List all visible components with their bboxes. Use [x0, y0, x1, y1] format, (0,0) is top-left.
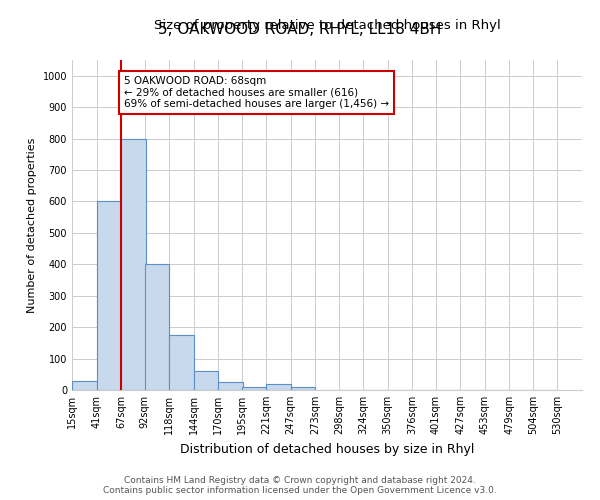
Bar	[121, 138, 146, 390]
Bar	[194, 371, 218, 390]
Bar	[169, 335, 194, 390]
Bar	[72, 380, 97, 390]
Text: Contains HM Land Registry data © Crown copyright and database right 2024.
Contai: Contains HM Land Registry data © Crown c…	[103, 476, 497, 495]
Bar	[218, 382, 242, 390]
Y-axis label: Number of detached properties: Number of detached properties	[27, 138, 37, 312]
Text: 5 OAKWOOD ROAD: 68sqm
← 29% of detached houses are smaller (616)
69% of semi-det: 5 OAKWOOD ROAD: 68sqm ← 29% of detached …	[124, 76, 389, 109]
Title: Size of property relative to detached houses in Rhyl: Size of property relative to detached ho…	[154, 20, 500, 32]
Text: 5, OAKWOOD ROAD, RHYL, LL18 4BH: 5, OAKWOOD ROAD, RHYL, LL18 4BH	[158, 22, 442, 38]
Bar	[266, 384, 291, 390]
X-axis label: Distribution of detached houses by size in Rhyl: Distribution of detached houses by size …	[180, 442, 474, 456]
Bar	[145, 264, 169, 390]
Bar	[242, 387, 266, 390]
Bar	[291, 388, 315, 390]
Bar	[97, 202, 121, 390]
